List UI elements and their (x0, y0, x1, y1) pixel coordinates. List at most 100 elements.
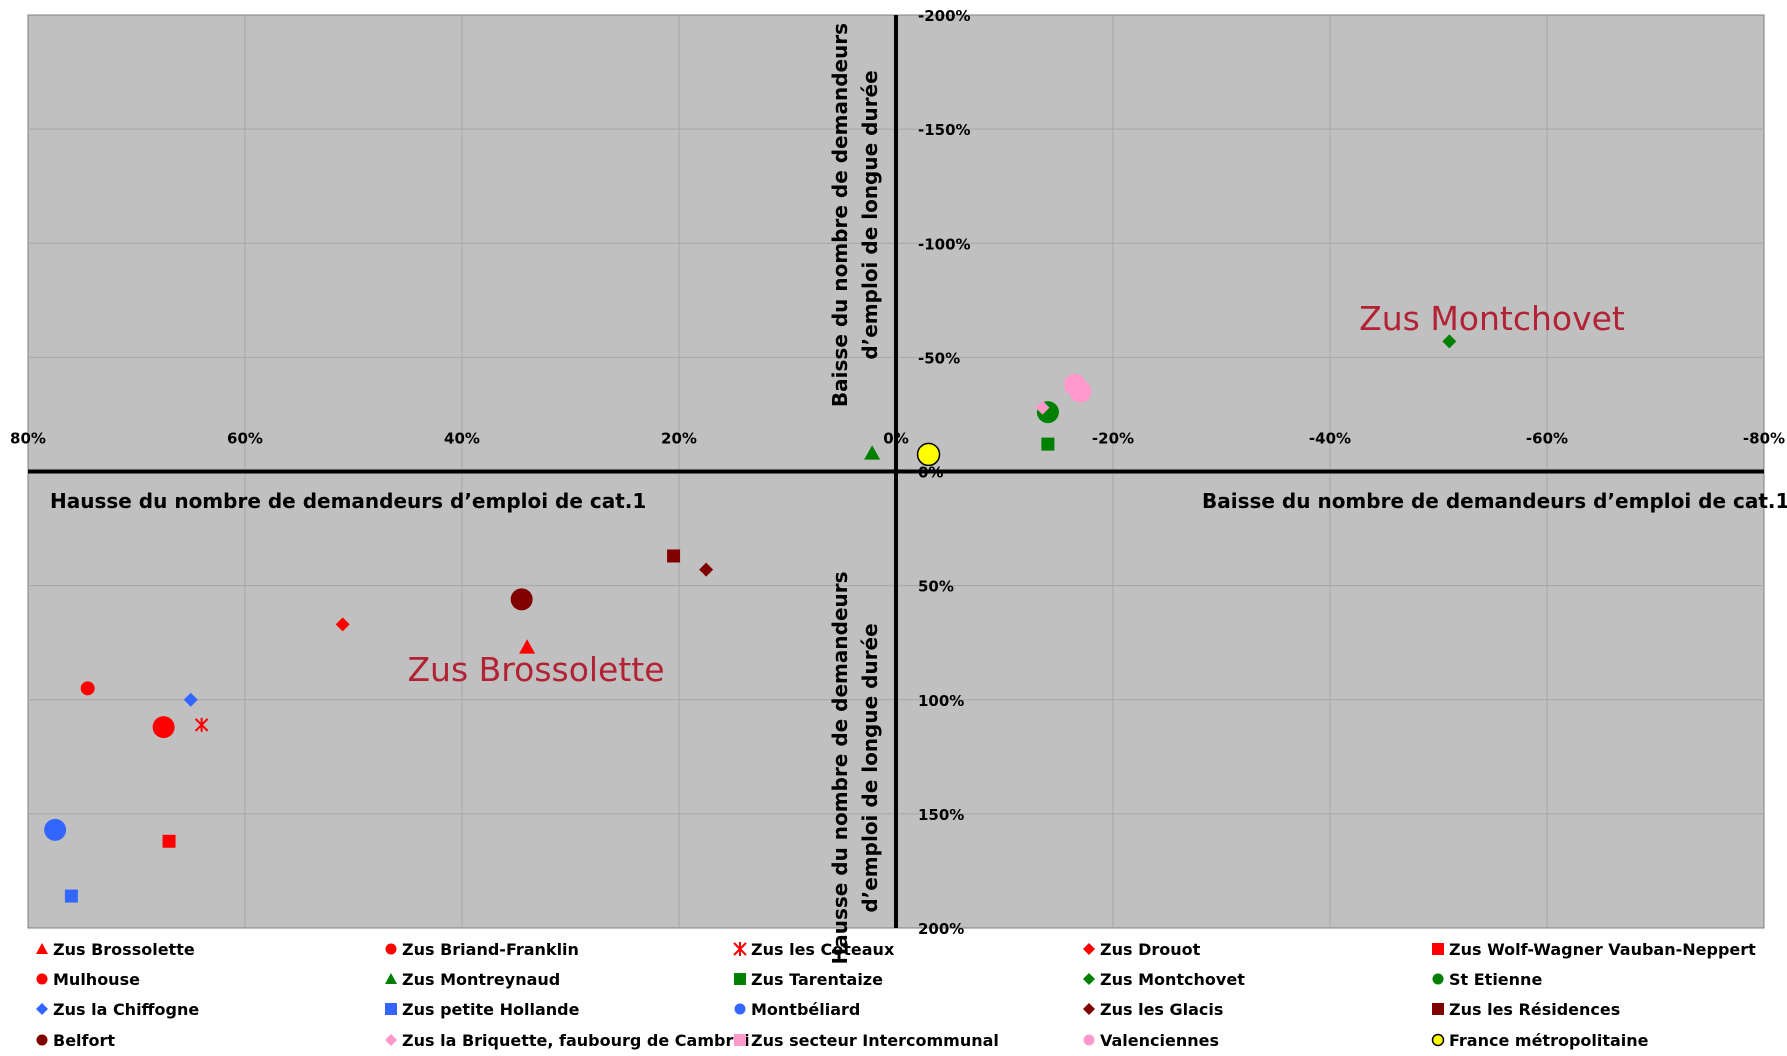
point-mulhouse (152, 716, 175, 739)
point-valenciennes (1069, 380, 1092, 403)
legend-item: Valenciennes (1083, 1031, 1219, 1050)
legend-marker-montbeliard (734, 1003, 746, 1015)
legend: Zus Brossolette Zus Briand-Franklin Zus le… (36, 940, 1756, 1050)
legend-marker-zus-montchovet (1083, 973, 1095, 985)
legend-marker-zus-la-briquette-faubourg-de-cambrai (385, 1034, 397, 1046)
point-zus-petite-hollande (64, 889, 78, 903)
legend-item: Zus les Coteaux (733, 940, 895, 959)
legend-label-mulhouse: Mulhouse (53, 970, 140, 989)
y-tick-label: -150% (918, 121, 971, 139)
y-tick-label: -100% (918, 235, 971, 253)
quadrant-label-bottom: Hausse du nombre de demandeurs d’emploi … (828, 571, 882, 964)
legend-label-zus-les-glacis: Zus les Glacis (1100, 1000, 1223, 1019)
legend-item: St Etienne (1432, 970, 1542, 989)
x-tick-label: 40% (444, 430, 480, 448)
y-tick-label: 0% (918, 464, 943, 482)
legend-item: Zus Drouot (1083, 940, 1201, 959)
legend-label-valenciennes: Valenciennes (1100, 1031, 1219, 1050)
legend-item: Zus Montchovet (1083, 970, 1245, 989)
plot-area (27, 14, 1765, 929)
x-tick-label: 60% (227, 430, 263, 448)
legend-item: Zus Briand-Franklin (385, 940, 579, 959)
legend-marker-mulhouse (36, 973, 48, 985)
point-zus-tarentaize (1041, 437, 1055, 451)
legend-label-zus-wolf-wagner-vauban-neppert: Zus Wolf-Wagner Vauban-Neppert (1449, 940, 1756, 959)
annotation-montchovet: Zus Montchovet (1359, 299, 1625, 338)
x-tick-label: 0% (883, 430, 908, 448)
legend-label-zus-secteur-intercommunal: Zus secteur Intercommunal (751, 1031, 999, 1050)
legend-label-zus-montreynaud: Zus Montreynaud (402, 970, 560, 989)
legend-label-zus-les-residences: Zus les Résidences (1449, 1000, 1620, 1019)
quadrant-label-right: Baisse du nombre de demandeurs d’emploi … (1202, 489, 1787, 513)
legend-label-st-etienne: St Etienne (1449, 970, 1542, 989)
legend-label-zus-petite-hollande: Zus petite Hollande (402, 1000, 580, 1019)
legend-marker-valenciennes (1083, 1034, 1095, 1046)
legend-item: Zus petite Hollande (385, 1000, 580, 1019)
legend-marker-zus-wolf-wagner-vauban-neppert (1432, 943, 1444, 955)
chart-labels: Zus Montchovet Zus Brossolette Hausse du… (10, 7, 1787, 965)
legend-marker-zus-petite-hollande (385, 1003, 397, 1015)
x-tick-label: -60% (1526, 430, 1568, 448)
x-tick-label: 20% (661, 430, 697, 448)
legend-marker-zus-les-glacis (1083, 1003, 1095, 1015)
data-points (44, 334, 1457, 903)
legend-marker-st-etienne (1432, 973, 1444, 985)
quadrant-label-top: Baisse du nombre de demandeurs d’emploi … (828, 23, 882, 407)
annotation-brossolette: Zus Brossolette (407, 650, 664, 689)
legend-item: Zus les Résidences (1432, 1000, 1620, 1019)
y-tick-label: 150% (918, 806, 964, 824)
point-belfort (510, 588, 533, 611)
y-tick-label: -200% (918, 7, 971, 25)
point-zus-les-residences (667, 549, 681, 563)
legend-marker-zus-drouot (1083, 943, 1095, 955)
legend-marker-zus-montreynaud (385, 973, 397, 984)
legend-item: Zus la Chiffogne (36, 1000, 199, 1019)
legend-label-zus-briand-franklin: Zus Briand-Franklin (402, 940, 579, 959)
point-montbeliard (44, 818, 67, 841)
legend-item: Zus secteur Intercommunal (734, 1031, 999, 1050)
legend-item: Montbéliard (734, 1000, 860, 1019)
legend-item: Zus Brossolette (36, 940, 195, 959)
legend-item: Zus Montreynaud (385, 970, 560, 989)
y-tick-label: 50% (918, 578, 954, 596)
legend-item: France métropolitaine (1431, 1031, 1649, 1050)
legend-label-zus-la-chiffogne: Zus la Chiffogne (53, 1000, 199, 1019)
quadrant-label-top-line2: d’emploi de longue durée (858, 70, 882, 359)
point-zus-montchovet (1442, 334, 1457, 349)
legend-item: Zus la Briquette, faubourg de Cambrai (385, 1031, 750, 1050)
legend-label-belfort: Belfort (53, 1031, 115, 1050)
legend-item: Mulhouse (36, 970, 140, 989)
quadrant-label-top-line1: Baisse du nombre de demandeurs (828, 23, 852, 407)
point-zus-wolf-wagner-vauban-neppert (162, 834, 176, 848)
legend-marker-france-metropolitaine (1431, 1033, 1445, 1047)
legend-marker-zus-secteur-intercommunal (734, 1034, 746, 1046)
legend-marker-zus-briand-franklin (385, 943, 397, 955)
legend-marker-zus-la-chiffogne (36, 1003, 48, 1015)
legend-item: Zus Tarentaize (734, 970, 883, 989)
legend-label-zus-la-briquette-faubourg-de-cambrai: Zus la Briquette, faubourg de Cambrai (402, 1031, 750, 1050)
legend-marker-zus-les-residences (1432, 1003, 1444, 1015)
legend-label-zus-montchovet: Zus Montchovet (1100, 970, 1245, 989)
quadrant-label-bottom-line1: Hausse du nombre de demandeurs (828, 571, 852, 964)
legend-label-zus-drouot: Zus Drouot (1100, 940, 1201, 959)
point-zus-les-glacis (699, 562, 714, 577)
legend-item: Zus Wolf-Wagner Vauban-Neppert (1432, 940, 1756, 959)
point-zus-briand-franklin (80, 681, 95, 696)
legend-marker-zus-les-coteaux (733, 942, 747, 956)
point-zus-drouot (335, 617, 350, 632)
quadrant-label-left: Hausse du nombre de demandeurs d’emploi … (50, 489, 646, 513)
legend-label-france-metropolitaine: France métropolitaine (1449, 1031, 1649, 1050)
y-tick-label: -50% (918, 349, 960, 367)
x-tick-label: -40% (1309, 430, 1351, 448)
legend-marker-zus-brossolette (36, 943, 48, 954)
point-zus-les-coteaux (194, 717, 209, 732)
point-france-metropolitaine (916, 442, 941, 467)
legend-label-zus-les-coteaux: Zus les Coteaux (751, 940, 895, 959)
x-tick-label: 80% (10, 430, 46, 448)
point-zus-montreynaud (864, 445, 881, 460)
legend-label-montbeliard: Montbéliard (751, 1000, 860, 1019)
legend-label-zus-tarentaize: Zus Tarentaize (751, 970, 883, 989)
legend-item: Zus les Glacis (1083, 1000, 1223, 1019)
y-tick-label: 100% (918, 692, 964, 710)
